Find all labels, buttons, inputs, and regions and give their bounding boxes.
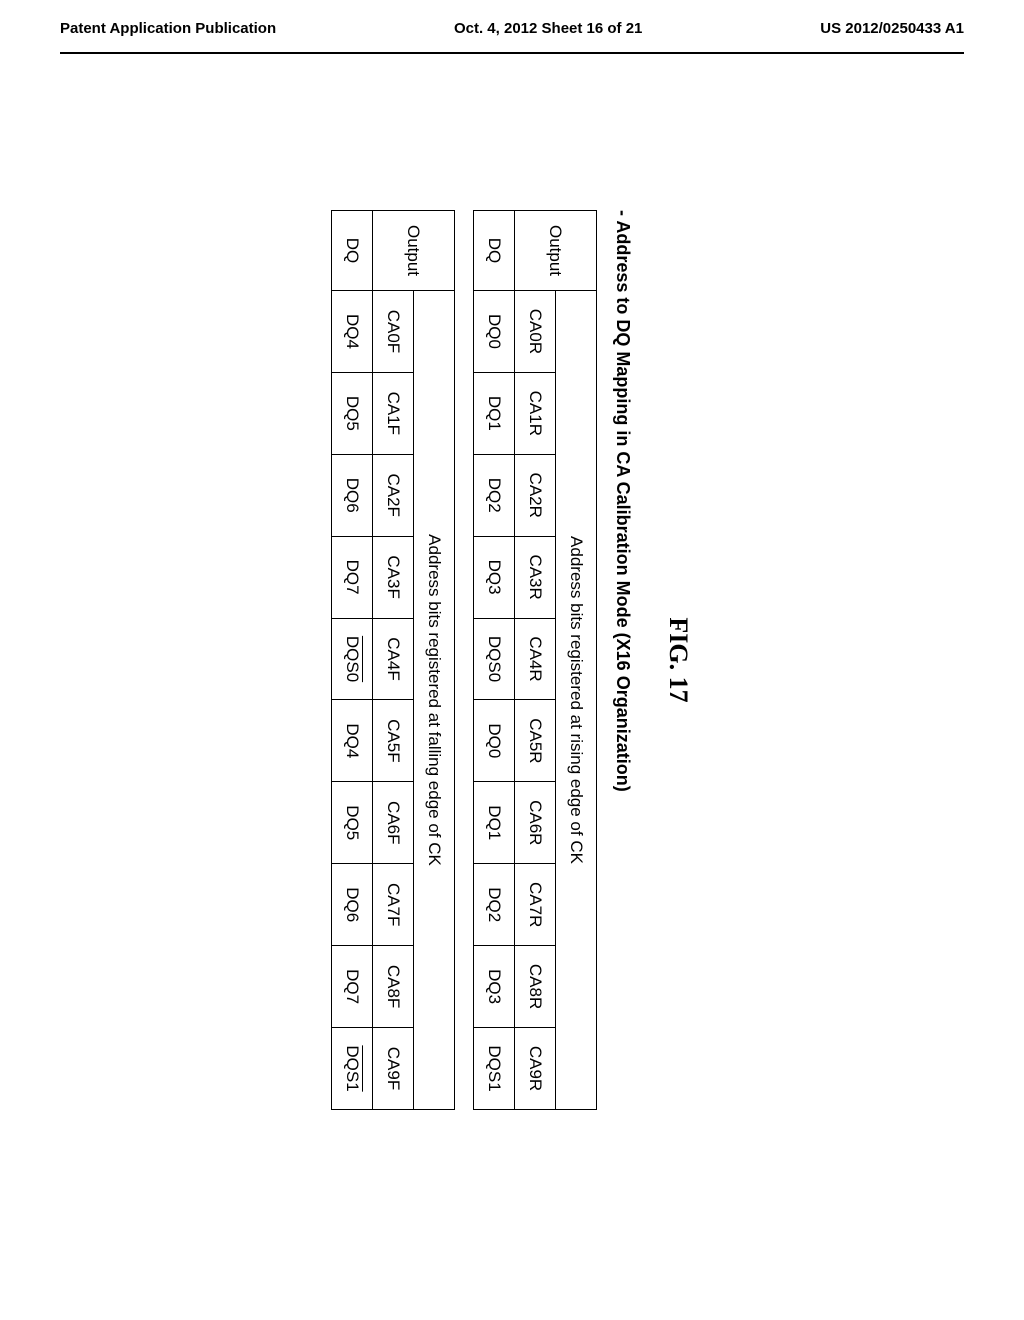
dq-cell: DQ0: [474, 291, 515, 373]
dq-cell: DQ6: [332, 864, 373, 946]
figure-content: FIG. 17 - Address to DQ Mapping in CA Ca…: [331, 210, 693, 1110]
dq-cell: DQ1: [474, 782, 515, 864]
figure-subtitle: - Address to DQ Mapping in CA Calibratio…: [612, 210, 633, 1110]
header-divider: [60, 52, 964, 54]
ca-cell: CA9F: [373, 1028, 414, 1110]
overline-text: DQS1: [343, 1045, 362, 1091]
table-row: CA0F CA1F CA2F CA3F CA4F CA5F CA6F CA7F …: [373, 211, 414, 1110]
dq-cell: DQ2: [474, 454, 515, 536]
dq-cell: DQ3: [474, 536, 515, 618]
ca-cell: CA3F: [373, 536, 414, 618]
dq-cell-overline: DQS1: [332, 1028, 373, 1110]
ca-cell: CA4F: [373, 618, 414, 700]
figure-container: FIG. 17 - Address to DQ Mapping in CA Ca…: [331, 210, 693, 1110]
dq-cell: DQ0: [474, 700, 515, 782]
dq-cell: DQS1: [474, 1028, 515, 1110]
ca-cell: CA8R: [515, 946, 556, 1028]
dq-cell: DQ7: [332, 536, 373, 618]
table-row: DQ DQ0 DQ1 DQ2 DQ3 DQS0 DQ0 DQ1 DQ2 DQ3 …: [474, 211, 515, 1110]
output-label-cell: Output: [515, 211, 597, 291]
dq-cell: DQ1: [474, 372, 515, 454]
ca-cell: CA0F: [373, 291, 414, 373]
output-label-cell: Output: [373, 211, 455, 291]
ca-cell: CA7F: [373, 864, 414, 946]
ca-cell: CA7R: [515, 864, 556, 946]
falling-edge-header: Address bits registered at falling edge …: [414, 291, 455, 1110]
table-row: Output Address bits registered at fallin…: [414, 211, 455, 1110]
ca-cell: CA0R: [515, 291, 556, 373]
ca-cell: CA3R: [515, 536, 556, 618]
mapping-table-rising: Output Address bits registered at rising…: [473, 210, 597, 1110]
table-row: CA0R CA1R CA2R CA3R CA4R CA5R CA6R CA7R …: [515, 211, 556, 1110]
ca-cell: CA4R: [515, 618, 556, 700]
figure-label: FIG. 17: [663, 210, 693, 1110]
dq-cell: DQ7: [332, 946, 373, 1028]
dq-cell-overline: DQS0: [332, 618, 373, 700]
header-center: Oct. 4, 2012 Sheet 16 of 21: [454, 20, 642, 37]
ca-cell: CA6R: [515, 782, 556, 864]
mapping-table-falling: Output Address bits registered at fallin…: [331, 210, 455, 1110]
ca-cell: CA6F: [373, 782, 414, 864]
dq-label-cell: DQ: [332, 211, 373, 291]
ca-cell: CA8F: [373, 946, 414, 1028]
table-gap: [455, 210, 473, 1110]
page-header: Patent Application Publication Oct. 4, 2…: [0, 0, 1024, 47]
rising-edge-header: Address bits registered at rising edge o…: [556, 291, 597, 1110]
ca-cell: CA2R: [515, 454, 556, 536]
dq-cell: DQ4: [332, 700, 373, 782]
dq-cell: DQ6: [332, 454, 373, 536]
overline-text: DQS0: [343, 636, 362, 682]
ca-cell: CA9R: [515, 1028, 556, 1110]
table-row: Output Address bits registered at rising…: [556, 211, 597, 1110]
ca-cell: CA2F: [373, 454, 414, 536]
table-row: DQ DQ4 DQ5 DQ6 DQ7 DQS0 DQ4 DQ5 DQ6 DQ7 …: [332, 211, 373, 1110]
dq-cell: DQS0: [474, 618, 515, 700]
header-right: US 2012/0250433 A1: [820, 20, 964, 37]
dq-cell: DQ2: [474, 864, 515, 946]
dq-label-cell: DQ: [474, 211, 515, 291]
dq-cell: DQ4: [332, 291, 373, 373]
header-left: Patent Application Publication: [60, 20, 276, 37]
dq-cell: DQ5: [332, 782, 373, 864]
ca-cell: CA1F: [373, 372, 414, 454]
dq-cell: DQ5: [332, 372, 373, 454]
ca-cell: CA1R: [515, 372, 556, 454]
ca-cell: CA5F: [373, 700, 414, 782]
dq-cell: DQ3: [474, 946, 515, 1028]
ca-cell: CA5R: [515, 700, 556, 782]
